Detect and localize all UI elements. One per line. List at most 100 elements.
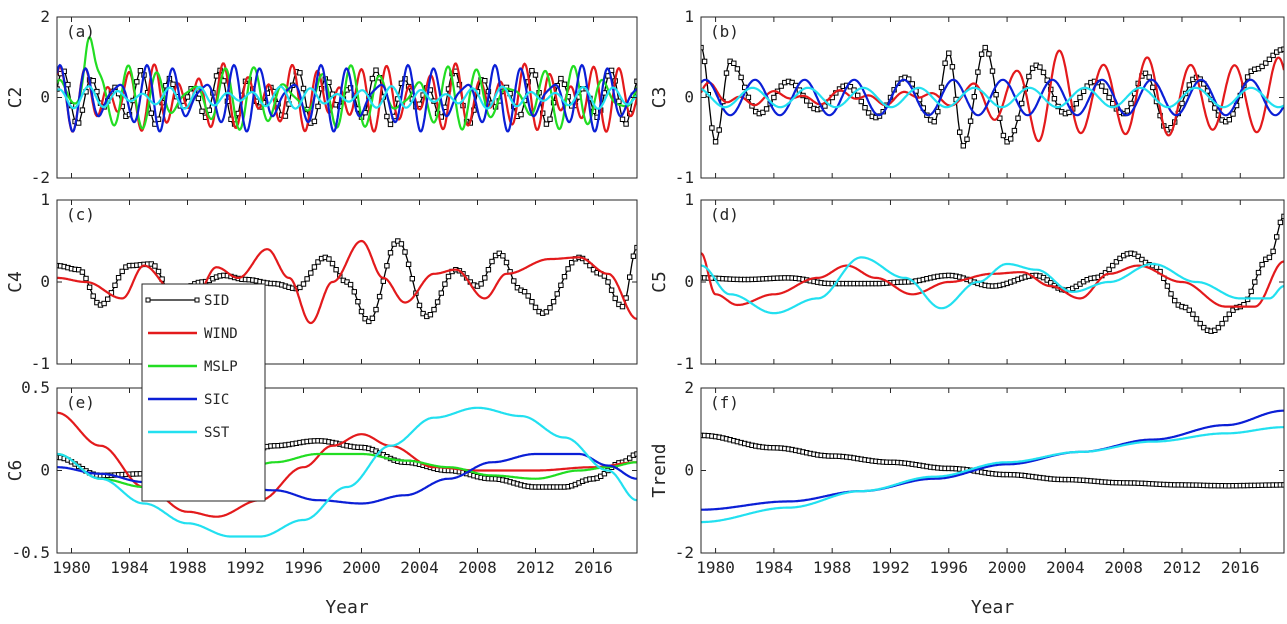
sid-marker (532, 304, 539, 311)
sid-marker (482, 78, 488, 84)
series-line-sic (701, 78, 1284, 117)
x-tick-label: 1984 (755, 558, 794, 577)
sid-marker (112, 282, 118, 289)
sid-marker (532, 72, 539, 78)
sid-marker (986, 51, 992, 57)
sid-marker (489, 258, 495, 265)
y-tick-label: 0.5 (21, 378, 50, 397)
sid-marker (521, 289, 528, 295)
series-line-sic (701, 409, 1284, 511)
y-axis-label: C2 (5, 87, 26, 109)
sid-marker (716, 127, 722, 133)
sid-marker (565, 266, 571, 272)
sid-marker (1230, 307, 1236, 313)
sid-marker (369, 75, 376, 82)
sid-marker (550, 299, 557, 305)
sid-marker (807, 102, 813, 109)
panel-c3: 1 0 -1 C3 (b) (649, 7, 1285, 187)
sid-marker (1102, 88, 1109, 94)
sid-marker (561, 81, 568, 87)
sid-marker (438, 290, 445, 296)
sid-marker (326, 256, 332, 262)
sid-marker (931, 119, 937, 125)
sid-marker (1281, 482, 1284, 488)
sid-marker (387, 121, 394, 128)
sid-marker (297, 284, 303, 291)
sid-marker (1255, 269, 1262, 276)
sid-marker (971, 94, 977, 100)
sid-marker (155, 268, 162, 275)
sid-marker (1106, 266, 1112, 273)
sid-marker (1037, 64, 1043, 70)
sid-marker (1212, 327, 1218, 334)
sid-marker (1135, 253, 1141, 260)
y-tick-label: 0 (40, 88, 50, 107)
sid-marker (942, 60, 948, 66)
sid-marker (1150, 84, 1156, 91)
sid-marker (627, 274, 633, 280)
sid-marker (946, 50, 952, 56)
sid-marker (351, 289, 358, 295)
series-line-sst (701, 256, 1284, 315)
x-tick-label: 2008 (458, 558, 497, 577)
sid-marker (612, 295, 618, 302)
legend: SID WIND MSLP SIC SST (141, 283, 266, 502)
sid-marker (855, 92, 861, 99)
y-axis-label: C6 (5, 460, 26, 482)
sid-marker (1226, 311, 1232, 317)
x-tick-label: 1980 (696, 558, 735, 577)
series-line-wind (57, 239, 637, 325)
sid-marker (511, 278, 517, 284)
sid-marker (723, 70, 730, 76)
sid-marker (119, 268, 125, 275)
sid-marker (1164, 283, 1171, 289)
sid-marker (503, 259, 510, 266)
sid-marker (373, 67, 379, 73)
sid-marker (300, 85, 307, 92)
x-tick-label: 2000 (342, 558, 381, 577)
sid-marker (416, 302, 423, 309)
sid-marker (376, 293, 383, 300)
sid-marker (701, 44, 704, 51)
sid-marker (184, 94, 191, 100)
x-tick-label: 2004 (400, 558, 439, 577)
sid-marker (409, 276, 416, 282)
series-group (57, 35, 637, 133)
sid-marker (83, 275, 89, 282)
panel-c2: 2 0 -2 C2 (a) (5, 7, 638, 187)
sid-marker (405, 261, 412, 268)
sid-marker (1019, 100, 1025, 107)
legend-marker (145, 297, 151, 303)
x-tick-label: 2012 (516, 558, 555, 577)
sid-marker (355, 299, 361, 305)
x-tick-label: 1996 (930, 558, 969, 577)
panel-c6: 1980 1984 1988 1992 1996 2000 2004 2008 2012 2016… (5, 378, 638, 618)
panel-tag: (c) (66, 205, 95, 224)
sid-marker (134, 79, 140, 85)
sid-marker (1066, 109, 1072, 116)
sid-marker (358, 308, 365, 315)
sid-marker (1270, 52, 1276, 59)
x-tick-label: 1984 (110, 558, 149, 577)
sid-marker (712, 139, 719, 145)
x-tick-label: 2016 (1221, 558, 1260, 577)
sid-marker (420, 310, 426, 317)
y-tick-label: 1 (684, 7, 694, 26)
series-line-sst (57, 85, 637, 110)
sid-marker (518, 111, 524, 118)
y-tick-label: 1 (684, 190, 694, 209)
sid-marker (975, 69, 981, 75)
sid-marker (1252, 279, 1258, 285)
sid-marker (1244, 74, 1251, 80)
series-line-sid (701, 434, 1284, 487)
sid-marker (605, 279, 611, 285)
sid-marker (427, 312, 434, 318)
sid-marker (1139, 256, 1145, 263)
sid-marker (1266, 56, 1273, 62)
y-tick-label: -1 (675, 168, 694, 187)
sid-marker (391, 241, 397, 247)
series-line-sst (701, 86, 1284, 109)
series-line-sst (57, 406, 637, 538)
panel-trend: 1980 1984 1988 1992 1996 2000 2004 2008 2012 2016… (649, 378, 1285, 618)
